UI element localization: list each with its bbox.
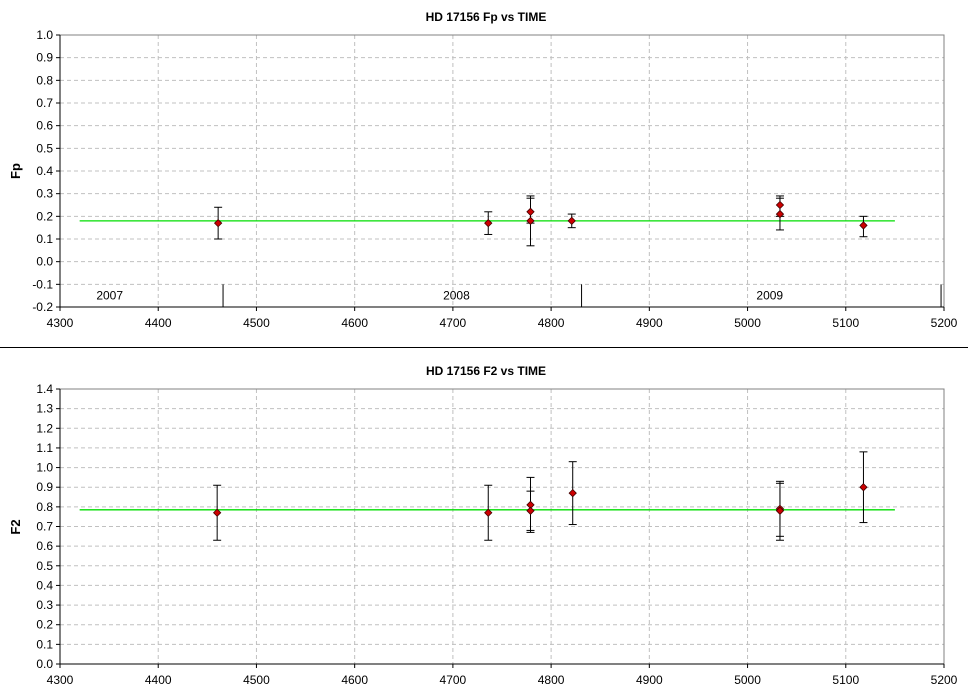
y-tick-label: 0.2 (36, 209, 53, 223)
x-tick-label: 4500 (243, 316, 270, 330)
data-point (526, 207, 535, 216)
y-tick-label: 1.4 (36, 382, 53, 396)
y-tick-label: 0.7 (36, 96, 53, 110)
x-tick-label: 4300 (47, 673, 74, 687)
x-tick-label: 4400 (145, 673, 172, 687)
data-point (859, 221, 868, 230)
x-tick-label: 4600 (341, 673, 368, 687)
data-point (567, 216, 576, 226)
y-tick-label: 1.2 (36, 421, 53, 435)
y-tick-label: 0.5 (36, 141, 53, 155)
year-label: 2009 (756, 289, 783, 303)
chart-title: HD 17156 Fp vs TIME (426, 10, 547, 24)
data-point (775, 200, 785, 210)
x-tick-label: 5200 (931, 316, 958, 330)
data-point (484, 508, 493, 517)
x-tick-label: 4500 (243, 673, 270, 687)
data-point (526, 506, 535, 515)
y-tick-label: 0.8 (36, 73, 53, 87)
y-tick-label: 1.0 (36, 28, 53, 42)
y-tick-label: 0.6 (36, 539, 53, 553)
x-tick-label: 5100 (832, 673, 859, 687)
y-axis-label: F2 (8, 519, 23, 534)
y-axis-label: Fp (8, 163, 23, 179)
y-tick-label: 0.1 (36, 232, 53, 246)
y-tick-label: 0.3 (36, 598, 53, 612)
x-tick-label: 4800 (538, 316, 565, 330)
y-tick-label: -0.1 (32, 277, 53, 291)
y-tick-label: 0.8 (36, 500, 53, 514)
x-tick-label: 5200 (931, 673, 958, 687)
data-point (775, 209, 785, 219)
y-tick-label: 0.6 (36, 119, 53, 133)
data-point (526, 216, 535, 226)
x-tick-label: 4700 (440, 316, 467, 330)
y-tick-label: 1.3 (36, 402, 53, 416)
y-tick-label: 0.7 (36, 520, 53, 534)
chart-panel-f2: HD 17156 F2 vs TIME F2 0.0 0.1 0.2 0.3 0.4 0.… (8, 364, 958, 687)
x-tick-label: 5000 (734, 673, 761, 687)
x-tick-label: 5100 (832, 316, 859, 330)
y-tick-label: 0.0 (36, 255, 53, 269)
x-tick-label: 4300 (47, 316, 74, 330)
data-point (484, 218, 493, 228)
y-tick-label: 0.9 (36, 51, 53, 65)
data-point (212, 508, 222, 517)
year-label: 2007 (96, 289, 123, 303)
y-tick-label: 0.3 (36, 187, 53, 201)
x-tick-label: 4600 (341, 316, 368, 330)
x-tick-label: 5000 (734, 316, 761, 330)
x-tick-label: 4800 (538, 673, 565, 687)
chart-panel-fp: HD 17156 Fp vs TIME Fp -0.2 -0.1 0.0 0.1 0.2… (8, 10, 958, 330)
y-tick-label: 1.0 (36, 461, 53, 475)
x-tick-label: 4700 (440, 673, 467, 687)
data-point (775, 506, 785, 515)
chart-title: HD 17156 F2 vs TIME (426, 364, 546, 378)
data-point (568, 488, 577, 498)
x-tick-label: 4900 (636, 316, 663, 330)
y-tick-label: 0.0 (36, 657, 53, 671)
data-point (213, 218, 223, 228)
x-tick-label: 4400 (145, 316, 172, 330)
year-label: 2008 (443, 289, 470, 303)
y-tick-label: 1.1 (36, 441, 53, 455)
y-tick-label: -0.2 (32, 300, 53, 314)
y-tick-label: 0.4 (36, 578, 53, 592)
y-tick-label: 0.4 (36, 164, 53, 178)
y-tick-label: 0.2 (36, 618, 53, 632)
y-tick-label: 0.5 (36, 559, 53, 573)
x-tick-label: 4900 (636, 673, 663, 687)
y-tick-label: 0.1 (36, 637, 53, 651)
data-point (859, 483, 868, 492)
y-tick-label: 0.9 (36, 480, 53, 494)
